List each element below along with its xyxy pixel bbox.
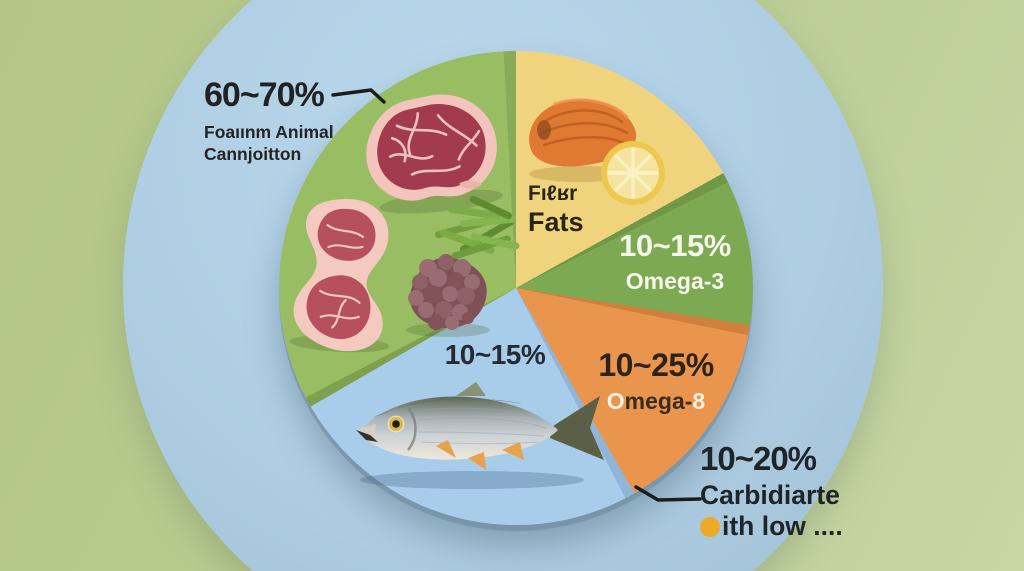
carb-caption-line1: Carbidiarte (700, 479, 840, 510)
fats-caption-line2: Fats (528, 207, 584, 238)
meat-caption-line1: Foaıınm Animal (204, 121, 334, 142)
lemon-slice-image (601, 141, 665, 205)
minced-meat-image (406, 254, 490, 337)
steak-top-image (366, 94, 503, 214)
meat-percent: 60~70% (204, 76, 325, 114)
omega8-name: Omega-8 (606, 387, 706, 414)
omega3-percent: 10~15% (619, 228, 731, 263)
carb-percent: 10~20% (700, 440, 817, 477)
orange-dot-icon (700, 517, 720, 538)
omega3-slice-label: 10~15% Omega-3 (597, 228, 753, 294)
steak-left-image (289, 198, 390, 353)
omega3-name: Omega-3 (625, 267, 725, 294)
fats-caption-line1: Fıℓʁr (528, 182, 578, 205)
meat-caption-line2: Cannjoitton (204, 143, 302, 164)
carb-caption-line2: ith low .... (700, 513, 843, 541)
fish-image (356, 382, 604, 489)
meat-callout-label: 60~70% Foaıınm Animal Cannjoitton (204, 76, 334, 165)
omega8-slice-label: 10~25% Omega-8 (580, 347, 732, 414)
carb-callout-label: 10~20% Carbidiarte ith low .... (700, 440, 843, 541)
omega8-percent: 10~25% (598, 347, 714, 383)
fats-slice-label: Fıℓʁr Fats (528, 182, 584, 238)
fish-slice-label: 10~15% (420, 339, 570, 370)
green-beans-image (435, 195, 520, 260)
fish-percent: 10~15% (444, 339, 546, 370)
